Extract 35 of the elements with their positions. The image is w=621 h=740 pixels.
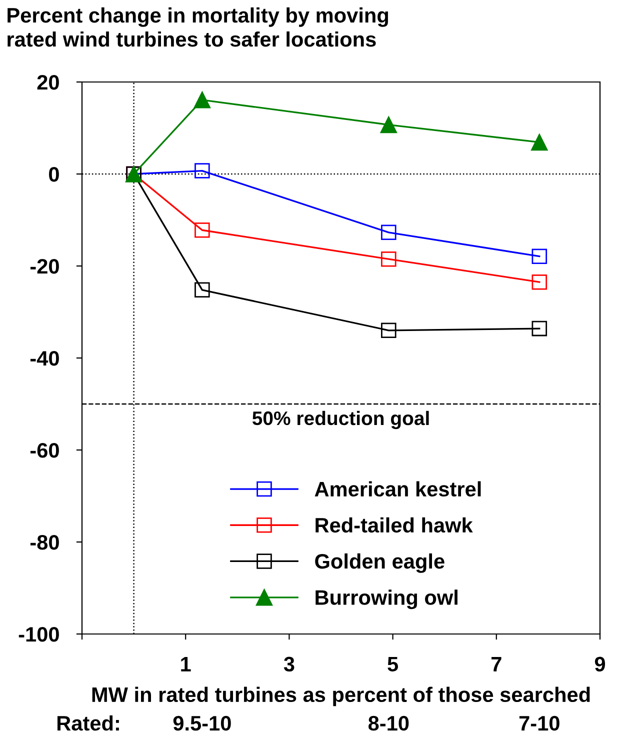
legend-label: Red-tailed hawk <box>316 517 473 533</box>
legend-label: Burrowing owl <box>316 590 458 610</box>
y-tick-label: -40 <box>30 351 59 366</box>
point <box>380 116 397 134</box>
point <box>194 222 210 238</box>
point <box>532 248 548 264</box>
x-tick-label: 3 <box>284 656 294 672</box>
x-tick-label: 7 <box>492 656 502 672</box>
point <box>532 320 548 336</box>
legend-label: Golden eagle <box>315 553 444 573</box>
point <box>531 134 548 151</box>
ref-line-label: 50% reduction goal <box>252 410 429 430</box>
y-tick-label: -100 <box>18 627 59 642</box>
point <box>381 224 396 240</box>
point <box>381 251 396 267</box>
text: Rated: <box>57 715 119 731</box>
y-tick-label: -60 <box>30 443 59 458</box>
point <box>194 92 211 108</box>
point <box>381 322 396 338</box>
text: 7-10 <box>519 716 560 731</box>
x-axis-title: MW in rated turbines as percent of those searched <box>92 686 590 706</box>
y-tick-label: -20 <box>30 259 59 274</box>
x-tick-label: 5 <box>388 656 398 672</box>
y-tick-label: -80 <box>30 535 59 550</box>
x-tick-label: 1 <box>181 656 191 672</box>
chart-title: Percent change in mortality by moving rated wind turbines to safer locations <box>8 7 388 47</box>
point <box>194 163 210 178</box>
point <box>532 274 548 290</box>
x-tick-label: 9 <box>594 656 606 672</box>
text: 8-10 <box>368 716 409 731</box>
text: 9.5-10 <box>173 716 231 731</box>
point <box>194 282 210 298</box>
y-tick-label: 20 <box>37 75 59 90</box>
y-tick-label: 0 <box>49 167 59 182</box>
legend-label: American kestrel <box>314 481 481 497</box>
